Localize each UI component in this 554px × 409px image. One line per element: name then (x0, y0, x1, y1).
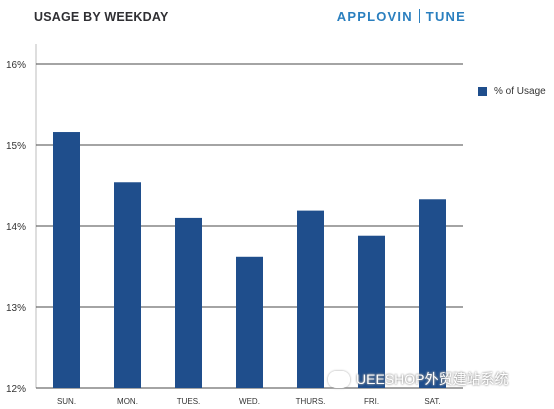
bar-sat (419, 199, 446, 388)
brand-logo: APPLOVIN TUNE (337, 9, 466, 24)
legend: % of Usage (478, 86, 546, 97)
y-tick-label: 14% (6, 222, 26, 233)
bar-wed (236, 256, 263, 388)
grid-lines (35, 44, 463, 389)
x-tick-label: TUES. (177, 397, 201, 406)
watermark: UEESHOP外贸建站系统 (328, 369, 508, 389)
y-tick-label: 16% (6, 60, 26, 71)
chart-title: USAGE BY WEEKDAY (34, 10, 169, 24)
bar-fri (358, 235, 385, 388)
x-tick-label: WED. (239, 397, 260, 406)
y-tick-label: 13% (6, 303, 26, 314)
bars (53, 132, 446, 388)
bar-thurs (297, 210, 324, 388)
y-tick-label: 12% (6, 384, 26, 395)
bar-tues (175, 217, 202, 388)
brand-primary: APPLOVIN (336, 9, 413, 24)
watermark-text: UEESHOP外贸建站系统 (356, 371, 509, 387)
wechat-icon (328, 370, 350, 388)
x-tick-label: SUN. (57, 397, 76, 406)
x-tick-label: THURS. (296, 397, 326, 406)
x-axis-ticks: SUN. MON. TUES. WED. THURS. FRI. SAT. (57, 397, 441, 406)
y-axis-ticks: 12% 13% 14% 15% 16% (6, 60, 26, 395)
bar-sun (53, 132, 80, 388)
y-tick-label: 15% (6, 141, 26, 152)
bar-mon (114, 182, 141, 388)
legend-swatch (478, 87, 487, 96)
brand-secondary: TUNE (425, 9, 466, 24)
x-tick-label: MON. (117, 397, 138, 406)
x-tick-label: FRI. (364, 397, 379, 406)
brand-separator (418, 9, 420, 23)
x-tick-label: SAT. (424, 397, 440, 406)
legend-label: % of Usage (494, 86, 546, 97)
